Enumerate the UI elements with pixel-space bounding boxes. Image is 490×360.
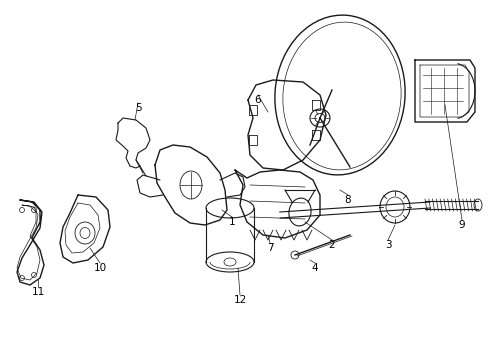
Text: 5: 5 [135,103,141,113]
Text: 10: 10 [94,263,106,273]
Text: 3: 3 [385,240,392,250]
Text: 1: 1 [229,217,235,227]
Text: 8: 8 [344,195,351,205]
Ellipse shape [310,109,330,127]
Text: 6: 6 [255,95,261,105]
Text: 4: 4 [312,263,318,273]
Ellipse shape [289,198,311,226]
Text: 9: 9 [459,220,466,230]
Ellipse shape [474,199,482,211]
Ellipse shape [380,191,410,223]
Text: 2: 2 [329,240,335,250]
Text: 12: 12 [233,295,246,305]
Text: 11: 11 [31,287,45,297]
Text: 7: 7 [267,243,273,253]
